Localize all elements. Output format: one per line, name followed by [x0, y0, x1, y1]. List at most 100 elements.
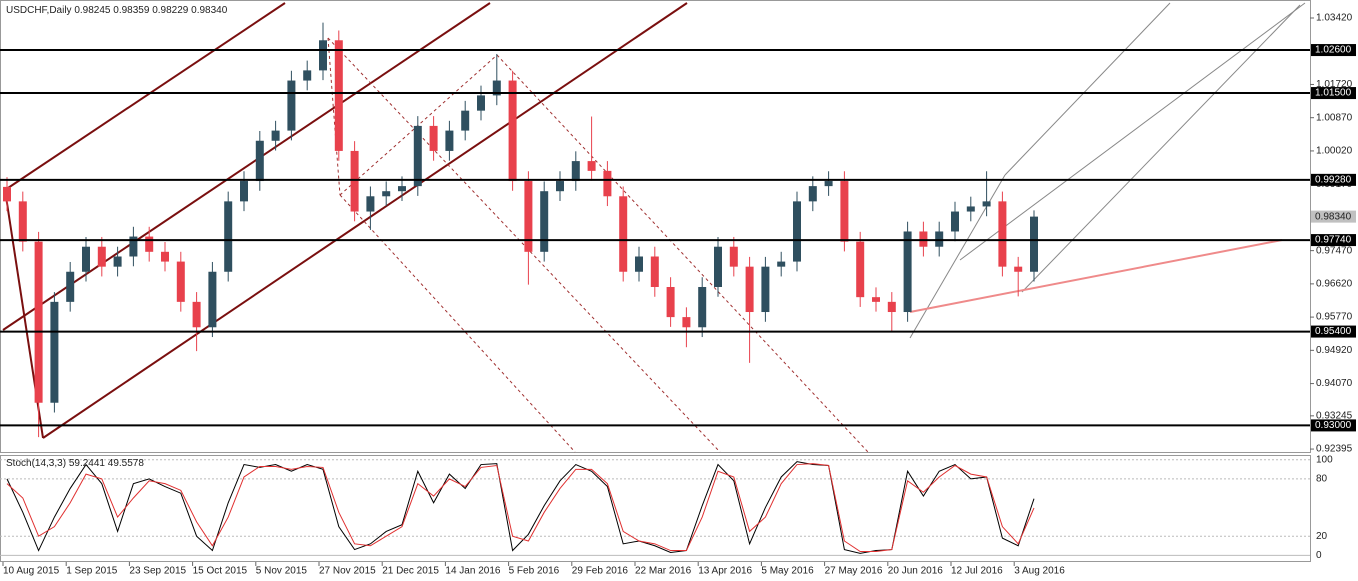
candle-body [161, 251, 169, 262]
candle-body [240, 181, 248, 202]
level-label: 1.01500 [1315, 88, 1352, 99]
candle-body [982, 201, 991, 207]
x-tick-label: 14 Jan 2016 [445, 566, 500, 577]
candle-body [793, 201, 801, 262]
stoch-k: 59.2441 [69, 458, 106, 469]
candle-body [334, 40, 343, 151]
candle-body [34, 241, 43, 403]
candle-body [18, 201, 27, 242]
candle-body [508, 80, 517, 182]
candle-body [556, 181, 564, 192]
candle-body [603, 170, 612, 197]
x-tick-label: 5 May 2016 [761, 566, 814, 577]
candle-body [619, 196, 628, 272]
candle-body [571, 161, 580, 182]
candle-body [445, 130, 454, 151]
pitchfork-line [339, 194, 576, 453]
x-tick-label: 29 Feb 2016 [572, 566, 629, 577]
level-label-box [1311, 419, 1356, 432]
level-label-box [1311, 173, 1356, 186]
y-tick-label: 0 [1316, 550, 1322, 561]
stoch-line [6, 461, 1035, 554]
candle-body [635, 256, 643, 272]
candle-body [208, 271, 217, 328]
annotations [2, 2, 1306, 453]
candle-body [97, 246, 106, 267]
pitchfork-line [327, 37, 341, 196]
chart-title: USDCHF,Daily 0.98245 0.98359 0.98229 0.9… [6, 5, 228, 16]
candle-body [540, 191, 549, 252]
candle-body [413, 125, 422, 187]
candle-body [856, 241, 865, 298]
stoch-title: Stoch(14,3,3) 59.2441 49.5578 [6, 458, 144, 469]
candle-body [303, 70, 312, 81]
symbol: USDCHF,Daily [6, 5, 72, 16]
main-frame [0, 0, 1311, 453]
y-tick-label: 0.94920 [1316, 345, 1353, 356]
x-tick-label: 13 Apr 2016 [698, 566, 752, 577]
x-tick-label: 20 Jun 2016 [888, 566, 943, 577]
current-price-box [1311, 210, 1356, 223]
quote-low: 0.98229 [152, 5, 189, 16]
candle-body [3, 186, 11, 202]
pitchfork-line [327, 37, 721, 453]
candle-body [1030, 216, 1038, 272]
level-label-box [1311, 325, 1356, 338]
candle-body [1014, 266, 1023, 272]
candle-body [714, 246, 722, 287]
candle-body [761, 266, 770, 313]
stoch-frame [0, 455, 1311, 562]
level-label: 0.99280 [1315, 175, 1352, 186]
candle-body [998, 201, 1007, 267]
candle-body [145, 236, 154, 252]
candle-body [666, 286, 675, 318]
pitchfork-line [339, 54, 498, 196]
pitchfork-line [496, 54, 869, 453]
x-tick-label: 27 May 2016 [825, 566, 883, 577]
level-label: 0.93000 [1315, 420, 1352, 431]
y-tick-label: 1.01720 [1316, 79, 1353, 90]
candle-body [255, 140, 264, 182]
y-tick-label: 0.96620 [1316, 279, 1353, 290]
level-label: 1.02600 [1315, 45, 1352, 56]
candle-body [887, 301, 896, 313]
x-tick-label: 5 Feb 2016 [509, 566, 560, 577]
y-tick-label: 0.94070 [1316, 378, 1353, 389]
candle-body [524, 181, 533, 252]
level-label-box [1311, 44, 1356, 57]
candle-body [682, 317, 691, 328]
x-tick-label: 23 Sep 2015 [129, 566, 186, 577]
channel-line [42, 2, 688, 439]
candle-body [461, 110, 470, 131]
y-tick-label: 1.03420 [1316, 13, 1353, 24]
candle-body [287, 80, 296, 131]
candle-body [429, 125, 438, 151]
y-tick-label: 20 [1316, 531, 1328, 542]
candle-body [350, 150, 359, 212]
quote-close: 0.98340 [191, 5, 228, 16]
x-tick-label: 22 Mar 2016 [635, 566, 692, 577]
channel-line [4, 2, 286, 191]
candle-body [66, 271, 75, 302]
candle-body [587, 161, 596, 171]
candle-body [398, 186, 406, 192]
candle-body [50, 301, 59, 403]
candle-body [224, 201, 233, 272]
candle-body [492, 80, 501, 96]
candle-body [808, 186, 817, 202]
fork-line [959, 2, 1306, 261]
x-tick-label: 3 Aug 2016 [1014, 566, 1065, 577]
candle-body [176, 261, 185, 302]
candle-body [698, 286, 707, 328]
fork-line [1021, 4, 1301, 293]
x-tick-label: 15 Oct 2015 [193, 566, 248, 577]
candle-body [729, 246, 738, 267]
y-tick-label: 80 [1316, 474, 1328, 485]
candle-body [872, 297, 880, 302]
candle-body [840, 181, 849, 242]
current-price-label: 0.98340 [1315, 211, 1352, 222]
candle-body [319, 40, 327, 71]
candle-body [966, 206, 975, 212]
